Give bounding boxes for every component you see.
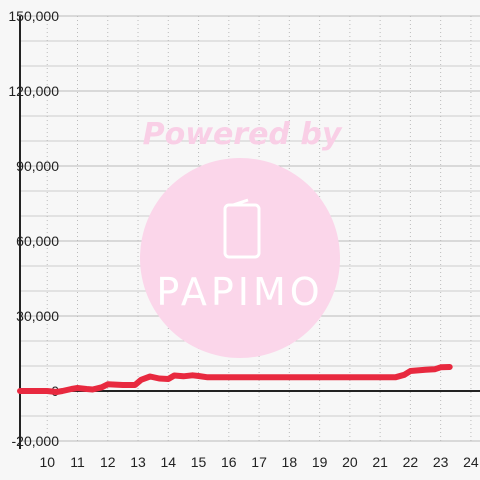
x-tick-label: 24 bbox=[463, 454, 479, 470]
x-tick-label: 15 bbox=[191, 454, 207, 470]
y-tick-label: 90,000 bbox=[16, 158, 59, 174]
y-tick-label: 60,000 bbox=[16, 233, 59, 249]
y-tick-label: 120,000 bbox=[8, 83, 59, 99]
watermark-brand: PAPIMO bbox=[156, 270, 323, 314]
x-tick-label: 12 bbox=[100, 454, 116, 470]
watermark: Powered by PAPIMO bbox=[140, 117, 343, 358]
x-tick-label: 20 bbox=[342, 454, 358, 470]
phone-icon bbox=[223, 198, 261, 259]
x-tick-label: 19 bbox=[312, 454, 328, 470]
y-tick-label: 30,000 bbox=[16, 308, 59, 324]
x-tick-label: 22 bbox=[403, 454, 419, 470]
x-tick-label: 14 bbox=[161, 454, 177, 470]
y-tick-label: -20,000 bbox=[12, 433, 60, 449]
watermark-powered-by: Powered by bbox=[143, 117, 343, 152]
x-tick-label: 18 bbox=[282, 454, 298, 470]
y-tick-label: 150,000 bbox=[8, 8, 59, 24]
x-tick-label: 17 bbox=[251, 454, 267, 470]
x-tick-label: 10 bbox=[39, 454, 55, 470]
x-tick-label: 16 bbox=[221, 454, 237, 470]
x-tick-label: 23 bbox=[433, 454, 449, 470]
x-tick-label: 13 bbox=[130, 454, 146, 470]
x-tick-label: 21 bbox=[372, 454, 388, 470]
series-line bbox=[17, 364, 453, 395]
tick-labels: -20,000030,00060,00090,000120,000150,000… bbox=[8, 8, 479, 470]
x-tick-label: 11 bbox=[70, 454, 85, 470]
series bbox=[17, 364, 453, 395]
